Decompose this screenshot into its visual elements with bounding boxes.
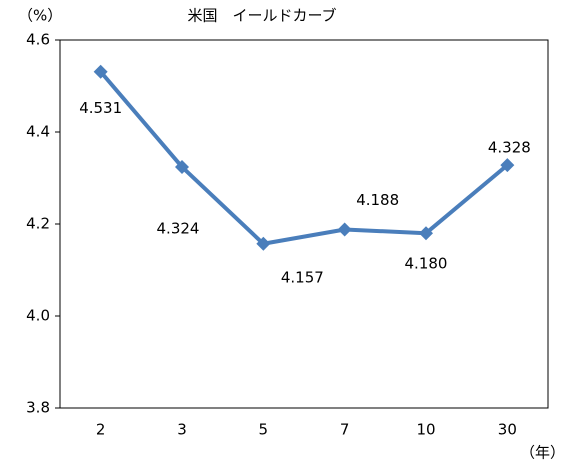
x-tick-label: 5	[259, 421, 269, 439]
line	[99, 70, 509, 246]
marker	[175, 159, 189, 174]
data-label: 4.157	[281, 268, 324, 286]
x-tick-label: 2	[96, 421, 106, 439]
data-label: 4.531	[79, 99, 122, 117]
data-label: 4.328	[488, 139, 531, 157]
y-axis-label: （%）	[18, 7, 62, 25]
marker	[419, 226, 433, 241]
marker	[93, 64, 108, 79]
data-label: 4.188	[356, 191, 399, 209]
y-tick-label: 4.0	[26, 307, 50, 325]
x-tick-label: 10	[416, 421, 435, 439]
marker	[500, 158, 515, 173]
chart-title: 米国 イールドカーブ	[187, 7, 336, 25]
x-axis-label: （年）	[520, 444, 565, 462]
x-tick-label: 3	[177, 421, 187, 439]
data-label: 4.180	[405, 255, 448, 273]
marker	[256, 236, 271, 251]
data-label: 4.324	[157, 219, 200, 237]
y-tick-label: 4.2	[26, 215, 50, 233]
x-tick-label: 30	[498, 421, 517, 439]
y-tick-label: 3.8	[26, 399, 50, 417]
x-tick-label: 7	[340, 421, 350, 439]
plot-area	[59, 39, 549, 409]
y-tick-label: 4.6	[26, 31, 50, 49]
marker	[337, 222, 352, 237]
y-tick-label: 4.4	[26, 123, 50, 141]
